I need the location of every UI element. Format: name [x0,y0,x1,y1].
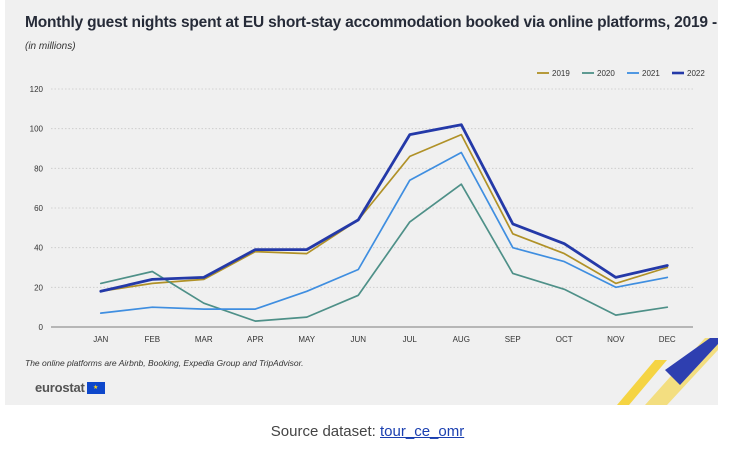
y-tick-label: 20 [34,283,43,292]
line-chart: 0 20 40 60 80 100 120 JAN FEB MAR APR MAY JUN JUL AUG S… [30,69,718,405]
x-tick-label: DEC [659,335,676,344]
x-tick-label: AUG [453,335,470,344]
eurostat-logo: eurostat ★ [35,380,105,395]
y-tick-label: 60 [34,204,43,213]
y-tick-label: 120 [30,85,44,94]
chart-card: Monthly guest nights spent at EU short-s… [5,0,718,405]
legend-label-2021: 2021 [642,69,660,78]
x-tick-label: JUL [403,335,418,344]
eurostat-wordmark: eurostat [35,380,85,395]
series-line-2022 [99,123,669,293]
chart-subtitle: (in millions) [25,41,76,52]
source-line: Source dataset: tour_ce_omr [0,423,735,440]
chart-footnote: The online platforms are Airbnb, Booking… [25,358,304,368]
x-tick-label: MAR [195,335,213,344]
x-tick-label: FEB [144,335,160,344]
x-tick-label: MAY [298,335,315,344]
legend-label-2019: 2019 [552,69,570,78]
series-line-2021 [99,151,669,314]
x-tick-label: OCT [556,335,573,344]
corner-stripe-yellow [617,360,667,405]
x-tick-label: SEP [505,335,521,344]
corner-stripe-blue [665,338,718,385]
y-tick-label: 80 [34,164,43,173]
legend-label-2020: 2020 [597,69,615,78]
series-line-2019 [99,133,669,293]
source-dataset-link[interactable]: tour_ce_omr [380,423,465,440]
x-tick-label: JUN [350,335,366,344]
legend-label-2022: 2022 [687,69,705,78]
chart-title: Monthly guest nights spent at EU short-s… [25,14,718,31]
x-tick-label: JAN [93,335,108,344]
series-line-2020 [99,183,669,322]
source-label: Source dataset: [270,423,380,440]
x-tick-label: APR [247,335,264,344]
y-tick-label: 0 [39,323,44,332]
x-tick-label: NOV [607,335,625,344]
y-tick-label: 100 [30,125,44,134]
y-tick-label: 40 [34,244,43,253]
corner-decoration [617,338,718,405]
eu-flag-icon: ★ [86,381,105,394]
